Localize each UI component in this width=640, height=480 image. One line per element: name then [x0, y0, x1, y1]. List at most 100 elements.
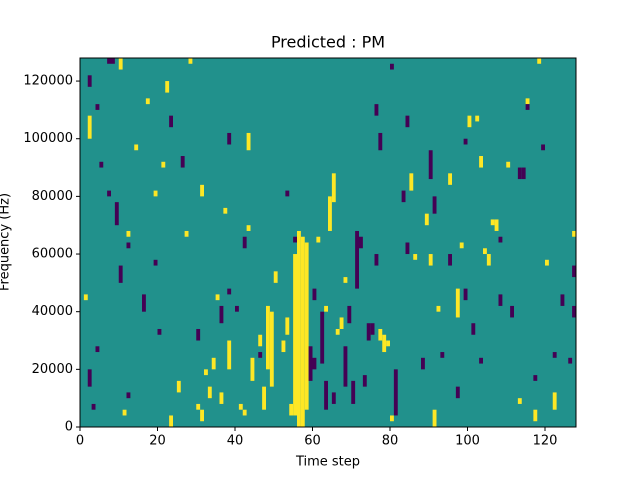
- heatmap-cell: [107, 190, 111, 197]
- heatmap-cell: [366, 323, 371, 341]
- heatmap-cell: [378, 328, 383, 341]
- heatmap-cell: [432, 409, 437, 427]
- heatmap-cell: [242, 236, 247, 249]
- heatmap-cell: [343, 277, 348, 283]
- heatmap-cell: [331, 392, 336, 404]
- heatmap-cell: [219, 305, 224, 324]
- heatmap-cell: [87, 369, 92, 387]
- heatmap-cell: [161, 161, 166, 168]
- heatmap-cell: [169, 415, 173, 427]
- heatmap-cell: [95, 104, 100, 110]
- heatmap-cell: [145, 98, 150, 105]
- heatmap-cell: [312, 357, 317, 370]
- heatmap-cell: [258, 352, 263, 358]
- heatmap-cell: [281, 340, 286, 353]
- heatmap-cell: [401, 190, 406, 203]
- heatmap-cell: [405, 242, 410, 255]
- y-tick-label: 20000: [32, 362, 73, 377]
- heatmap-cell: [95, 346, 100, 353]
- heatmap-cell: [370, 323, 375, 335]
- heatmap-cell: [165, 81, 170, 93]
- heatmap-cell: [304, 242, 309, 410]
- heatmap-cell: [157, 328, 162, 335]
- heatmap-cell: [126, 392, 131, 399]
- heatmap-cell: [126, 242, 131, 249]
- heatmap-cell: [455, 386, 460, 399]
- heatmap-cell: [355, 230, 359, 289]
- heatmap-cell: [459, 242, 464, 249]
- heatmap-cell: [537, 58, 542, 64]
- heatmap-cell: [215, 294, 220, 301]
- heatmap-cell: [552, 352, 557, 358]
- heatmap-cell: [83, 294, 88, 301]
- heatmap-cell: [440, 352, 445, 358]
- heatmap-cell: [525, 104, 530, 110]
- heatmap-cell: [362, 375, 367, 387]
- heatmap-cell: [479, 156, 483, 168]
- heatmap-cell: [316, 236, 321, 243]
- heatmap-cell: [517, 398, 522, 404]
- heatmap-cell: [432, 196, 437, 214]
- heatmap-cell: [153, 259, 158, 266]
- heatmap-cell: [262, 386, 266, 410]
- heatmap-cell: [285, 317, 290, 335]
- heatmap-cell: [347, 305, 352, 324]
- heatmap-cell: [188, 58, 193, 64]
- heatmap-cell: [382, 334, 387, 353]
- heatmap-cell: [448, 173, 452, 185]
- heatmap-cell: [285, 190, 290, 197]
- heatmap-cell: [99, 161, 104, 168]
- x-tick-label: 0: [76, 434, 84, 449]
- heatmap-cell: [227, 288, 232, 295]
- heatmap-cell: [235, 305, 239, 312]
- heatmap-cell: [533, 375, 538, 381]
- heatmap-cell: [200, 409, 204, 422]
- heatmap-cell: [498, 236, 503, 243]
- heatmap-cell: [386, 340, 390, 347]
- heatmap-cell: [107, 58, 111, 64]
- heatmap-cell: [359, 236, 363, 249]
- heatmap-cell: [227, 132, 232, 145]
- heatmap-cell: [436, 305, 441, 312]
- heatmap-cell: [169, 115, 173, 128]
- heatmap-cell: [517, 167, 522, 180]
- heatmap-cell: [463, 288, 468, 301]
- y-tick-label: 40000: [32, 304, 73, 319]
- y-tick-label: 60000: [32, 247, 73, 262]
- heatmap-cell: [114, 202, 119, 226]
- heatmap-cell: [142, 294, 146, 312]
- heatmap-cell: [331, 173, 336, 203]
- heatmap-cell: [293, 236, 297, 243]
- heatmap-cell: [111, 58, 115, 64]
- heatmap-cell: [525, 98, 530, 105]
- heatmap-cell: [134, 144, 139, 151]
- heatmap-cell: [413, 254, 418, 260]
- heatmap-cell: [153, 190, 158, 197]
- x-axis-label: Time step: [295, 455, 360, 470]
- heatmap-cell: [421, 357, 425, 370]
- x-tick-label: 120: [533, 434, 558, 449]
- x-tick-label: 100: [455, 434, 480, 449]
- heatmap-cell: [320, 311, 325, 364]
- heatmap-cell: [390, 63, 394, 70]
- heatmap-cell: [545, 259, 549, 266]
- heatmap-cell: [266, 305, 270, 370]
- heatmap-cell: [572, 230, 576, 237]
- heatmap-cell: [297, 230, 301, 427]
- heatmap-cell: [196, 403, 201, 410]
- heatmap-cell: [122, 409, 127, 416]
- heatmap-cell: [467, 115, 472, 128]
- heatmap-cell: [339, 317, 344, 329]
- x-tick-label: 40: [227, 434, 244, 449]
- heatmap-cell: [572, 305, 576, 318]
- heatmap-cell: [448, 254, 452, 266]
- heatmap-cell: [242, 409, 247, 416]
- heatmap-cell: [552, 392, 557, 410]
- heatmap-cell: [490, 219, 495, 226]
- heatmap-cell: [324, 380, 328, 410]
- heatmap-cell: [393, 369, 398, 416]
- y-tick-label: 0: [65, 420, 73, 435]
- heatmap-cell: [378, 132, 383, 151]
- x-tick-label: 60: [304, 434, 321, 449]
